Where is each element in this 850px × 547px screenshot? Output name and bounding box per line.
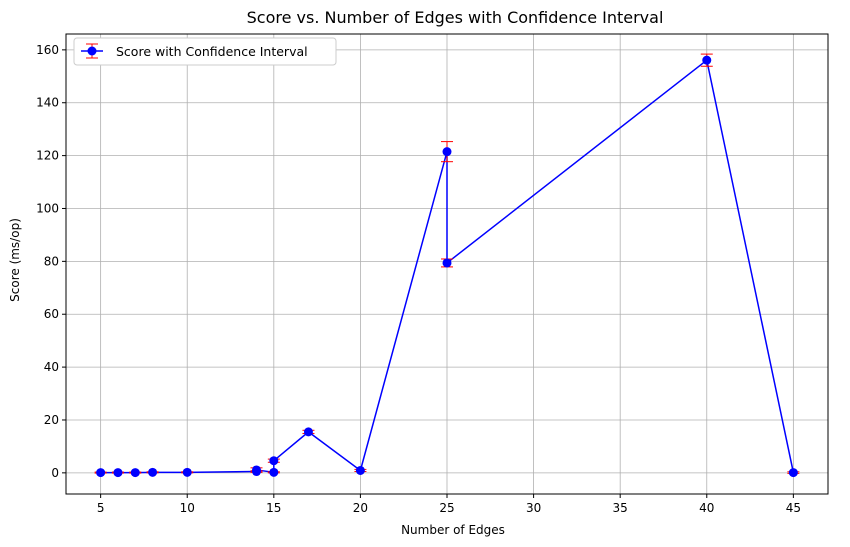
data-point [148,467,158,477]
x-tick-label: 5 [97,501,105,515]
data-point [130,468,140,478]
data-point [269,456,279,466]
y-tick-label: 120 [36,149,59,163]
data-point [252,465,261,475]
x-tick-label: 10 [180,501,195,515]
x-tick-label: 45 [786,501,801,515]
x-tick-label: 35 [613,501,628,515]
x-tick-label: 20 [353,501,368,515]
data-point [788,468,798,478]
y-tick-label: 100 [36,201,59,215]
legend-box [73,37,337,66]
plot-frame [65,33,829,495]
y-tick-label: 140 [36,96,59,110]
data-point [442,258,452,268]
data-point [269,467,279,477]
legend-marker [87,46,97,56]
legend-label: Score with Confidence Interval [116,44,308,59]
data-point [442,147,452,157]
chart-title: Score vs. Number of Edges with Confidenc… [247,8,664,27]
y-tick-label: 160 [36,43,59,57]
data-point [113,468,123,478]
y-axis-ticks: 0 20 40 60 80 100 120 140 160 [36,43,66,480]
y-tick-label: 40 [44,360,59,374]
y-tick-label: 80 [44,254,59,268]
y-tick-label: 0 [51,466,59,480]
data-point [303,427,313,437]
x-axis-label: Number of Edges [401,523,505,537]
x-tick-label: 40 [699,501,714,515]
x-tick-label: 30 [526,501,541,515]
data-point [96,468,106,478]
data-point [355,465,365,475]
x-tick-label: 15 [266,501,281,515]
data-point [182,467,192,477]
x-axis-ticks: 5 10 15 20 25 30 35 40 45 [97,494,801,515]
y-tick-label: 60 [44,307,59,321]
y-axis-label: Score (ms/op) [8,218,22,302]
legend: Score with Confidence Interval [73,37,337,66]
data-point [702,55,712,65]
x-tick-label: 25 [439,501,454,515]
y-tick-label: 20 [44,413,59,427]
plot-area [94,53,800,478]
